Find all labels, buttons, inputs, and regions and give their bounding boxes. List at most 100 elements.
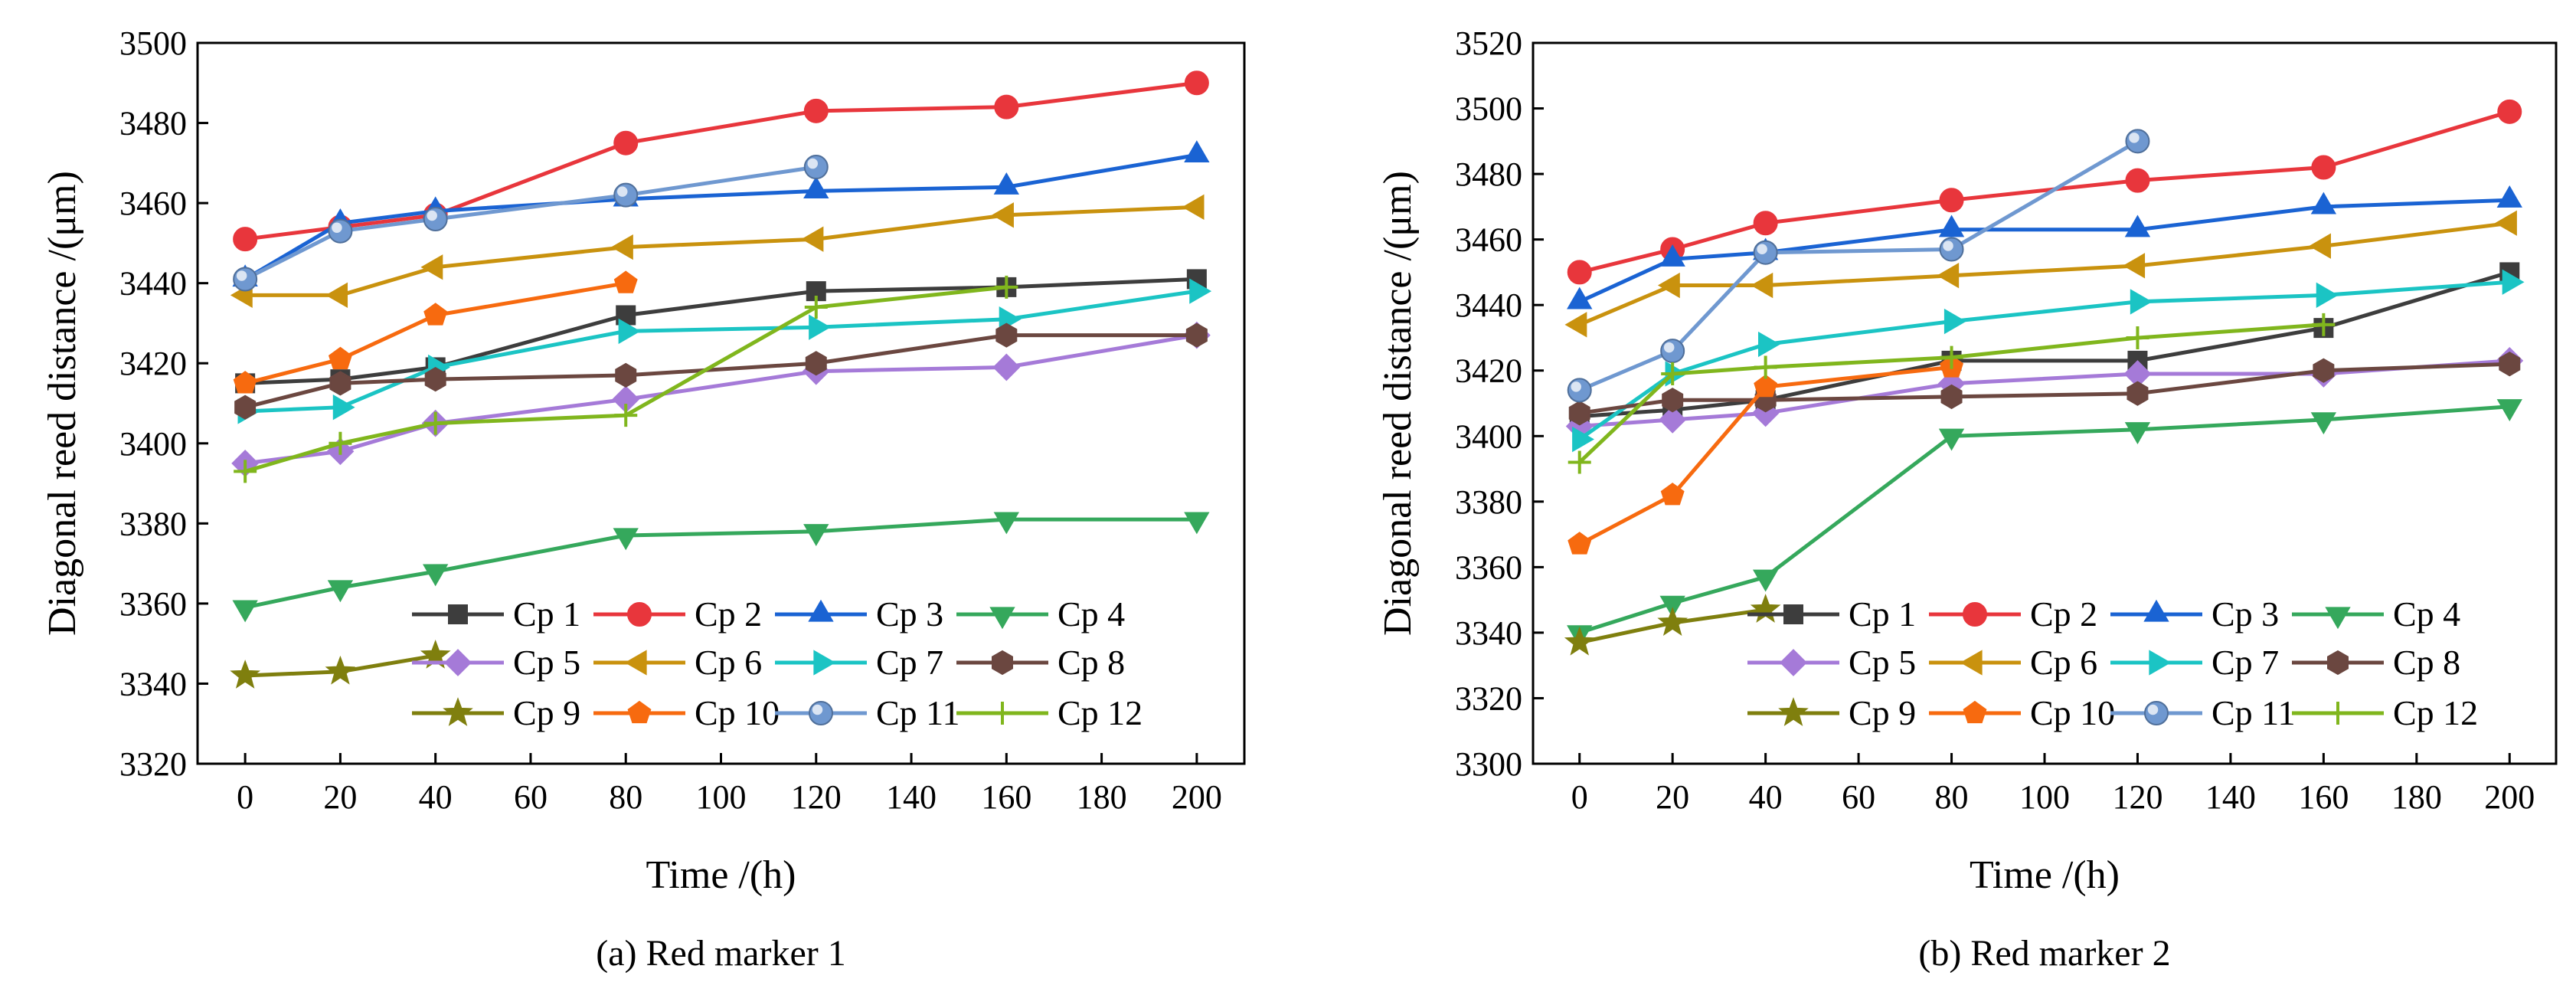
legend-marker <box>992 650 1013 676</box>
data-point <box>420 254 443 280</box>
data-point <box>1657 607 1688 636</box>
legend-marker <box>808 599 834 622</box>
panel-caption: (b) Red marker 2 <box>1918 933 2170 974</box>
data-point <box>805 351 827 376</box>
data-point <box>1567 378 1592 403</box>
legend-item: Cp 3 <box>775 594 943 634</box>
series-cp-6 <box>230 194 1205 309</box>
legend-marker <box>448 604 468 624</box>
data-point <box>327 580 354 603</box>
data-point <box>2311 155 2336 180</box>
data-point <box>803 98 829 123</box>
y-tick-label: 3340 <box>1455 614 1522 652</box>
data-point <box>1659 595 1685 618</box>
legend-label: Cp 6 <box>695 643 762 682</box>
data-point <box>613 270 638 293</box>
series-line <box>244 281 626 385</box>
data-point <box>993 512 1019 535</box>
data-point <box>1182 194 1205 221</box>
legend-item: Cp 7 <box>775 643 943 682</box>
legend-marker <box>627 602 652 627</box>
data-point <box>618 318 641 345</box>
series-cp-4 <box>1567 399 2522 648</box>
series-cp-5 <box>231 321 1211 477</box>
data-point <box>328 346 352 370</box>
data-point <box>2124 422 2151 444</box>
data-point <box>2125 129 2150 154</box>
data-point <box>1758 331 1780 358</box>
data-point <box>804 296 828 319</box>
legend-item: Cp 2 <box>593 594 762 634</box>
legend-marker <box>627 700 652 724</box>
data-point <box>1660 483 1685 506</box>
y-tick-label: 3360 <box>119 585 187 623</box>
data-point <box>1750 594 1781 623</box>
data-point <box>1568 401 1590 426</box>
data-point <box>423 411 447 435</box>
series-cp-8 <box>1568 352 2521 426</box>
data-point <box>329 431 352 455</box>
legend-marker <box>2327 650 2349 676</box>
data-point <box>423 303 448 326</box>
data-point <box>613 130 639 156</box>
data-point <box>1751 272 1773 299</box>
legend-label: Cp 7 <box>876 643 943 682</box>
legend-item: Cp 7 <box>2110 643 2279 682</box>
series-cp-12 <box>234 275 1018 483</box>
data-point <box>803 155 829 180</box>
y-tick-label: 3440 <box>119 265 187 303</box>
legend-label: Cp 8 <box>2393 643 2460 682</box>
legend-item: Cp 4 <box>2292 594 2460 634</box>
data-point <box>1940 384 1963 410</box>
legend-marker <box>2149 650 2172 676</box>
y-tick-label: 3460 <box>1455 221 1522 259</box>
data-point <box>1659 405 1687 434</box>
legend-label: Cp 7 <box>2212 643 2279 682</box>
x-tick-label: 20 <box>1656 778 1689 816</box>
data-point <box>1937 263 1960 289</box>
data-point <box>993 172 1019 195</box>
legend-label: Cp 9 <box>513 693 580 732</box>
legend-item: Cp 5 <box>412 643 580 682</box>
data-point <box>613 182 639 208</box>
legend: Cp 1 Cp 2 Cp 3 Cp 4 Cp 5 Cp 6 Cp 7 Cp 8 Cp 9 Cp 1… <box>1747 594 2478 732</box>
data-point <box>2127 381 2149 406</box>
legend-label: Cp 9 <box>1849 693 1916 732</box>
series-line <box>244 289 1198 414</box>
series-line <box>1578 365 1952 546</box>
data-point <box>423 207 448 232</box>
data-point <box>1938 428 1965 451</box>
y-tick-label: 3480 <box>1455 156 1522 193</box>
data-point <box>1564 312 1587 338</box>
y-tick-label: 3400 <box>1455 417 1522 455</box>
data-point <box>2499 352 2521 377</box>
y-tick-label: 3420 <box>119 345 187 382</box>
legend: Cp 1 Cp 2 Cp 3 Cp 4 Cp 5 Cp 6 Cp 7 Cp 8 Cp 9 Cp 1… <box>412 594 1143 732</box>
legend-label: Cp 12 <box>1058 693 1143 732</box>
data-point <box>992 202 1014 228</box>
x-tick-label: 160 <box>2298 778 2349 816</box>
series-cp-11 <box>233 155 829 292</box>
legend-item: Cp 6 <box>593 643 762 682</box>
series-cp-8 <box>234 322 1208 420</box>
series-cp-4 <box>232 512 1210 623</box>
series-cp-9 <box>1564 594 1781 656</box>
data-point <box>612 385 640 414</box>
y-axis-title: Diagonal reed distance /(μm) <box>41 171 84 636</box>
data-point <box>2312 313 2336 336</box>
data-point <box>1752 569 1779 592</box>
data-point <box>615 362 637 388</box>
series-cp-11 <box>1567 129 2150 403</box>
data-point <box>423 564 449 587</box>
data-point <box>809 314 832 340</box>
data-point <box>332 395 355 421</box>
y-tick-label: 3500 <box>1455 90 1522 128</box>
data-point <box>1657 272 1680 299</box>
x-axis-title: Time /(h) <box>646 853 796 897</box>
y-axis-title: Diagonal reed distance /(μm) <box>1376 171 1420 636</box>
legend-marker <box>991 702 1014 725</box>
data-point <box>1567 286 1593 309</box>
legend-label: Cp 6 <box>2030 643 2097 682</box>
legend-label: Cp 4 <box>1058 594 1125 634</box>
panel-caption: (a) Red marker 1 <box>596 933 846 974</box>
